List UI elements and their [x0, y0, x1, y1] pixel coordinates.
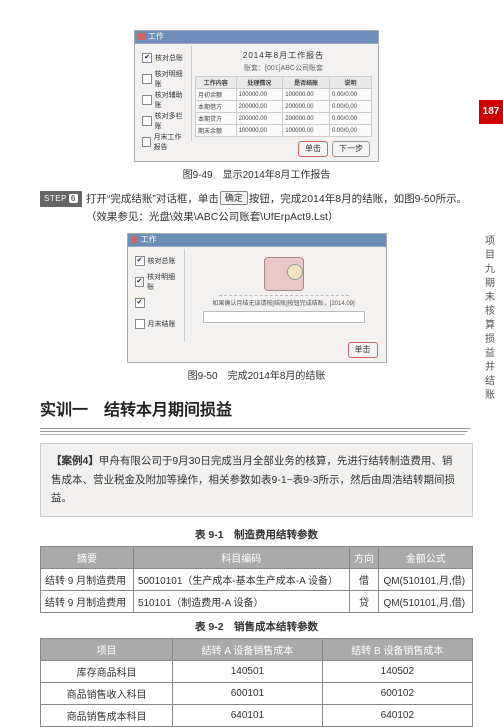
- table-row: 商品销售收入科目600101600102: [41, 683, 473, 705]
- th: 处理情况: [236, 77, 283, 89]
- screenshot2-sidebar: 核对总账 核对明细账 月末结账: [132, 249, 185, 342]
- case-4-tag: 【案例4】: [51, 455, 99, 467]
- screenshot-closing: 工作 核对总账 核对明细账 月末结账 如果确认月结无误请按[结账]按钮完成结账，…: [127, 233, 387, 363]
- caption-9-50: 图9-50 完成2014年8月的结账: [40, 367, 473, 382]
- closing-progress-bar: [203, 311, 365, 323]
- table-9-2: 项目 结转 A 设备销售成本 结转 B 设备销售成本 库存商品科目1405011…: [40, 638, 473, 727]
- step-6-text: 打开“完成结账”对话框，单击确定按钮，完成2014年8月的结账，如图9-50所示…: [86, 191, 473, 227]
- case-4-box: 【案例4】甲舟有限公司于9月30日完成当月全部业务的核算，先进行结转制造费用、销…: [40, 443, 473, 518]
- sb1-item: 核对明细账: [155, 69, 188, 89]
- table-row: 商品销售成本科目640101640102: [41, 705, 473, 727]
- section-divider: [40, 426, 473, 435]
- training-1-title: 实训一 结转本月期间损益: [40, 396, 473, 420]
- sb1-item: 核对总账: [155, 53, 183, 63]
- sb1-item: 核对多栏账: [155, 111, 188, 131]
- table-9-1-caption: 表 9-1 制造费用结转参数: [40, 527, 473, 542]
- case-4-text: 甲舟有限公司于9月30日完成当月全部业务的核算，先进行结转制造费用、销售成本、营…: [51, 455, 455, 505]
- t1-th: 金额公式: [379, 547, 473, 569]
- side-chapter-label: 项目九 期末核算损益并结账: [483, 235, 497, 403]
- table-row: 库存商品科目140501140502: [41, 661, 473, 683]
- screenshot-work-report: 工作 核对总账 核对明细账 核对辅助账 核对多栏账 月末工作报告 2014年8月…: [134, 30, 379, 162]
- report-header: 2014年8月工作报告: [195, 48, 372, 63]
- th: 是否结账: [283, 77, 330, 89]
- sb1-item: 月末工作报告: [154, 132, 188, 152]
- table-9-2-caption: 表 9-2 销售成本结转参数: [40, 619, 473, 634]
- table-row: 结转 9 月制造费用510101（制造费用-A 设备）贷QM(510101,月,…: [41, 591, 473, 613]
- report-table: 工作内容 处理情况 是否结账 说明 月初余额100000.00100000.00…: [195, 76, 372, 137]
- sb1-item: 核对辅助账: [155, 90, 188, 110]
- t2-th: 结转 A 设备销售成本: [173, 639, 323, 661]
- shot1-btn-click[interactable]: 单击: [298, 141, 328, 157]
- sb2-item: 核对明细账: [147, 272, 180, 292]
- screenshot1-title: 工作: [148, 31, 164, 43]
- t2-th: 结转 B 设备销售成本: [322, 639, 472, 661]
- shot2-btn-click[interactable]: 单击: [348, 342, 378, 358]
- th: 工作内容: [196, 77, 237, 89]
- t1-th: 摘要: [41, 547, 134, 569]
- caption-9-49: 图9-49 显示2014年8月工作报告: [40, 166, 473, 181]
- closing-hint-text: 如果确认月结无误请按[结账]按钮完成结账，[2014.09]: [188, 298, 380, 307]
- sb2-item: 月末结账: [148, 319, 176, 329]
- t1-th: 方向: [349, 547, 379, 569]
- shot1-btn-next[interactable]: 下一步: [332, 141, 370, 157]
- screenshot1-sidebar: 核对总账 核对明细账 核对辅助账 核对多栏账 月末工作报告: [139, 46, 192, 141]
- table-row: 结转 9 月制造费用50010101（生产成本-基本生产成本-A 设备）借QM(…: [41, 569, 473, 591]
- report-sub: 账套：[001]ABC公司账套: [195, 63, 372, 73]
- page-number-tab: 187: [479, 100, 503, 124]
- t1-th: 科目编码: [133, 547, 349, 569]
- sb2-item: 核对总账: [148, 256, 176, 266]
- screenshot2-title: 工作: [141, 234, 157, 246]
- t2-th: 项目: [41, 639, 173, 661]
- inline-confirm-button: 确定: [220, 191, 248, 205]
- th: 说明: [329, 77, 371, 89]
- table-9-1: 摘要 科目编码 方向 金额公式 结转 9 月制造费用50010101（生产成本-…: [40, 546, 473, 613]
- step-6-tag: STEP6: [40, 191, 82, 207]
- closing-illustration-icon: [264, 257, 304, 291]
